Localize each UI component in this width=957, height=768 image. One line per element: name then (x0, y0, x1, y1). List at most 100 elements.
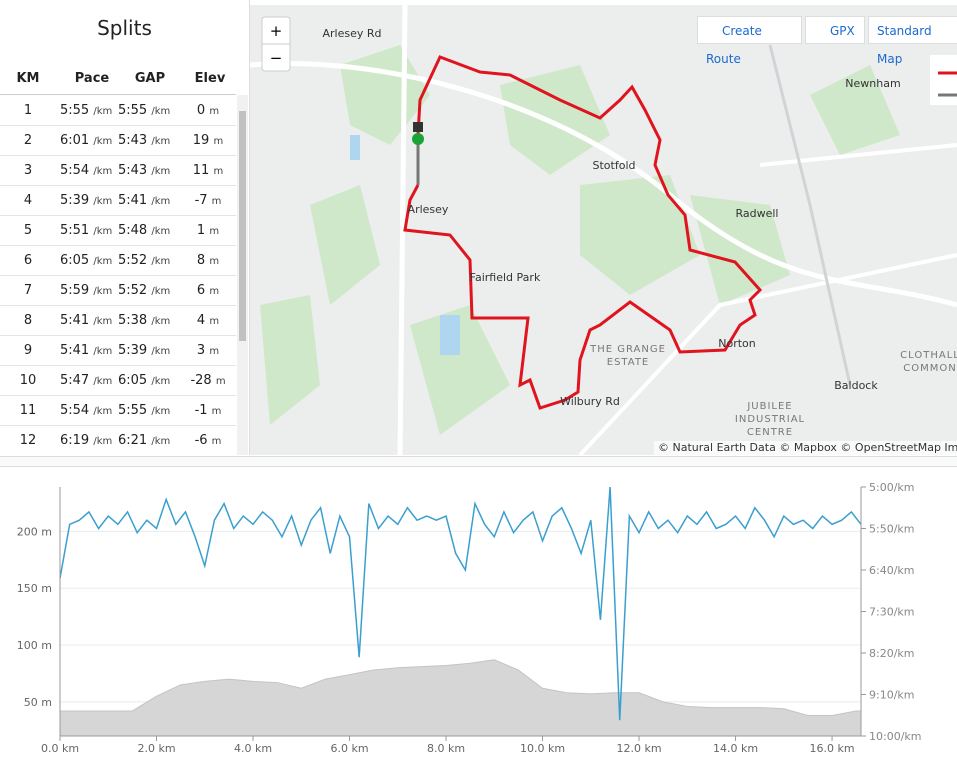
y2-tick-label: 5:50/km (869, 523, 915, 536)
map-label: CENTRE (747, 427, 793, 438)
splits-panel: Splits KM Pace GAP Elev 1 5:55 /km 5:55 /km 0 m… (0, 0, 250, 455)
split-row: 8 5:41 /km 5:38 /km 4 m (0, 305, 236, 336)
km: 10 (19, 373, 37, 388)
value: -28 (190, 373, 212, 388)
pace: 5:41 /km (60, 313, 136, 328)
value: 19 (192, 133, 210, 148)
gap: 5:43 /km (118, 133, 194, 148)
y2-tick-label: 8:20/km (869, 647, 915, 660)
map[interactable]: Arlesey Rd Stotfold Arlesey Radwell Fairfiel… (250, 5, 957, 455)
x-tick-label: 2.0 km (137, 742, 175, 755)
unit: /km (151, 376, 171, 387)
value: 1 (196, 223, 206, 238)
scroll-thumb[interactable] (239, 111, 246, 341)
unit: /km (93, 406, 113, 417)
value: 4 (196, 313, 206, 328)
km: 7 (23, 283, 33, 298)
unit: /km (151, 316, 171, 327)
unit: m (209, 316, 220, 327)
elev: -1 m (180, 403, 236, 418)
button-label: Create Route (706, 24, 762, 66)
elev: 4 m (180, 313, 236, 328)
value: -7 (194, 193, 208, 208)
km: 12 (19, 433, 37, 448)
value: 5:55 (118, 403, 148, 418)
scrollbar[interactable] (237, 95, 248, 455)
unit: /km (151, 436, 171, 447)
attribution: © Natural Earth Data © Mapbox © OpenStre… (658, 441, 957, 454)
value: 5:41 (60, 343, 90, 358)
km: 8 (23, 313, 33, 328)
split-row: 10 5:47 /km 6:05 /km -28 m (0, 365, 236, 396)
value: 6 (196, 283, 206, 298)
x-tick-label: 6.0 km (330, 742, 368, 755)
unit: /km (151, 346, 171, 357)
map-label: ESTATE (607, 357, 650, 368)
resize-handle[interactable] (0, 456, 957, 467)
unit: /km (93, 226, 113, 237)
map-label: INDUSTRIAL (735, 414, 805, 425)
elev: 6 m (180, 283, 236, 298)
zoom-out[interactable]: − (270, 49, 283, 67)
elev: 1 m (180, 223, 236, 238)
button-label: Standard Map (877, 24, 932, 66)
unit: /km (151, 226, 171, 237)
map-label: THE GRANGE (589, 344, 666, 355)
km: 6 (23, 253, 33, 268)
unit: m (213, 166, 224, 177)
value: 5:54 (60, 403, 90, 418)
gap: 5:55 /km (118, 103, 194, 118)
gpx-button[interactable]: GPX (805, 16, 865, 44)
split-row: 4 5:39 /km 5:41 /km -7 m (0, 185, 236, 216)
button-label: GPX (830, 24, 855, 38)
split-row: 6 6:05 /km 5:52 /km 8 m (0, 245, 236, 276)
unit: m (213, 136, 224, 147)
pace: 6:05 /km (60, 253, 136, 268)
table-header: KM Pace GAP Elev (0, 63, 236, 95)
elevation-area (59, 659, 862, 737)
unit: /km (93, 346, 113, 357)
value: 5:39 (60, 193, 90, 208)
gap: 5:55 /km (118, 403, 194, 418)
column-header: Pace (74, 71, 110, 86)
value: 11 (192, 163, 210, 178)
pace: 5:54 /km (60, 403, 136, 418)
create-route-button[interactable]: Create Route (697, 16, 802, 66)
map-label: Baldock (834, 379, 878, 392)
split-row: 12 6:19 /km 6:21 /km -6 m (0, 425, 236, 455)
unit: /km (151, 406, 171, 417)
split-row: 3 5:54 /km 5:43 /km 11 m (0, 155, 236, 186)
map-label: Newnham (845, 77, 900, 90)
map-label: Arlesey Rd (322, 27, 381, 40)
unit: m (211, 196, 222, 207)
split-row: 9 5:41 /km 5:39 /km 3 m (0, 335, 236, 366)
gap: 5:38 /km (118, 313, 194, 328)
y-tick-label: 150 m (17, 582, 52, 595)
km: 4 (23, 193, 33, 208)
gap: 6:21 /km (118, 433, 194, 448)
x-tick-label: 16.0 km (810, 742, 855, 755)
value: 5:51 (60, 223, 90, 238)
split-row: 2 6:01 /km 5:43 /km 19 m (0, 125, 236, 156)
gap: 5:48 /km (118, 223, 194, 238)
unit: /km (93, 166, 113, 177)
map-label: JUBILEE (746, 401, 792, 412)
zoom-in[interactable]: + (270, 22, 283, 40)
y2-tick-label: 9:10/km (869, 689, 915, 702)
value: 5:52 (118, 253, 148, 268)
unit: /km (151, 196, 171, 207)
unit: m (211, 406, 222, 417)
elev: 0 m (180, 103, 236, 118)
unit: m (209, 286, 220, 297)
unit: /km (93, 136, 113, 147)
unit: /km (93, 286, 113, 297)
map-style-button[interactable]: Standard Map (868, 16, 957, 66)
value: 5:41 (60, 313, 90, 328)
value: 5:38 (118, 313, 148, 328)
y-tick-label: 100 m (17, 639, 52, 652)
pace: 5:41 /km (60, 343, 136, 358)
km: 1 (23, 103, 33, 118)
unit: m (215, 376, 226, 387)
value: 6:21 (118, 433, 148, 448)
